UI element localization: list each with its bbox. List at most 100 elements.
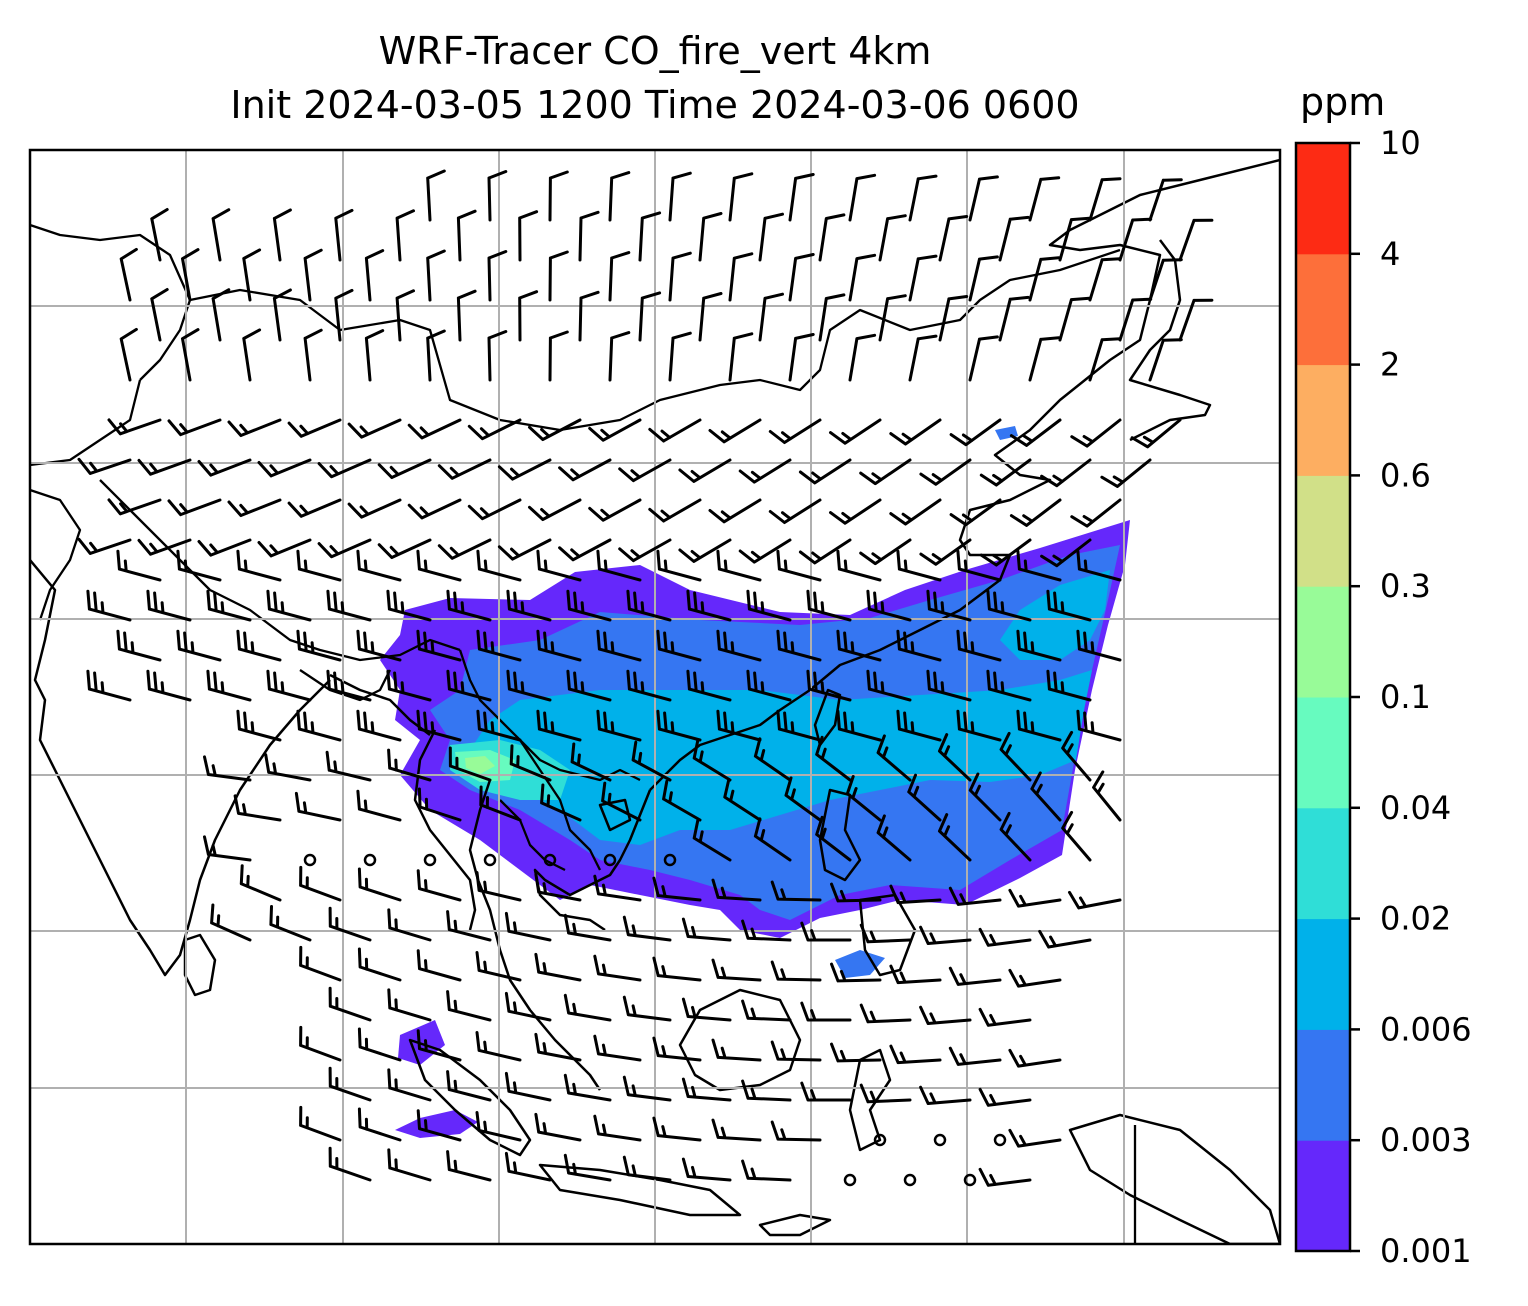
- wind-barb: [859, 458, 912, 486]
- wind-barb: [926, 669, 972, 702]
- wind-barb: [540, 783, 582, 822]
- wind-barb: [656, 549, 702, 582]
- wind-barb: [800, 1001, 852, 1022]
- wind-barb: [299, 865, 342, 902]
- wind-barb: [328, 906, 372, 942]
- wind-barb: [387, 988, 432, 1022]
- wind-barb: [938, 813, 972, 862]
- colorbar-tick-label: 10: [1380, 124, 1421, 162]
- wind-barb: [907, 773, 942, 822]
- wind-barb: [1068, 890, 1122, 910]
- wind-barb: [998, 215, 1030, 262]
- wind-barb: [176, 549, 222, 582]
- wind-barb: [716, 629, 762, 662]
- wind-barb: [948, 966, 1002, 986]
- wind-barb: [681, 1077, 732, 1102]
- wind-barb: [137, 458, 192, 476]
- wind-barb: [738, 538, 792, 564]
- wind-barb: [1076, 549, 1122, 582]
- wind-barb: [800, 1081, 852, 1102]
- wind-barb: [357, 1107, 402, 1142]
- colorbar-swatch: [1296, 697, 1350, 809]
- wind-barb: [356, 789, 402, 822]
- wind-barb: [416, 549, 462, 582]
- map-plot-area: [30, 150, 1280, 1244]
- wind-barb: [487, 170, 508, 222]
- island-luzon: [818, 788, 862, 882]
- wind-barb: [437, 538, 492, 560]
- border-laos-vietnam: [519, 739, 602, 871]
- wind-barb: [504, 991, 552, 1022]
- wind-barb: [548, 250, 569, 302]
- wind-barb: [416, 1029, 462, 1062]
- wind-barb: [716, 549, 762, 582]
- wind-barb: [146, 669, 192, 702]
- wind-barb: [1100, 458, 1152, 488]
- wind-barb: [356, 549, 402, 582]
- wind-barb: [656, 709, 702, 742]
- wind-barb: [708, 498, 762, 524]
- wind-barb: [622, 995, 672, 1022]
- wind-barb: [716, 709, 762, 742]
- wind-barb: [536, 549, 582, 582]
- wind-barb: [596, 709, 642, 742]
- wind-barb: [806, 669, 852, 702]
- wind-barb: [86, 669, 132, 702]
- wind-barb: [356, 629, 402, 662]
- wind-barb: [407, 498, 462, 520]
- colorbar-swatch: [1296, 807, 1350, 920]
- wind-barb: [859, 538, 912, 566]
- wind-barb: [416, 709, 462, 742]
- wind-barb: [211, 288, 231, 342]
- wind-barb: [978, 1167, 1032, 1187]
- wind-barb: [1088, 177, 1122, 222]
- wind-barb: [475, 871, 522, 902]
- wind-barb: [563, 1073, 612, 1102]
- wind-barb: [167, 418, 222, 437]
- wind-barb: [741, 1079, 792, 1102]
- wind-barb: [723, 778, 762, 822]
- wind-barb: [638, 291, 662, 342]
- plume-level-2b: [1000, 570, 1110, 660]
- wind-barb: [1092, 770, 1122, 822]
- wind-barb: [956, 549, 1002, 582]
- wind-barb: [668, 251, 692, 302]
- wind-barb: [596, 629, 642, 662]
- wind-barb: [889, 964, 942, 985]
- wind-barb: [608, 171, 631, 222]
- wind-barb: [681, 1157, 732, 1182]
- wind-barb: [386, 669, 432, 702]
- colorbar-tick-label: 0.003: [1380, 1121, 1472, 1159]
- island-java: [538, 1163, 742, 1217]
- island-sumatra: [408, 1038, 532, 1157]
- wind-barb: [150, 208, 169, 262]
- wind-barb: [1008, 968, 1062, 988]
- wind-barb: [979, 458, 1032, 487]
- wind-barb: [236, 709, 282, 742]
- wind-barb: [269, 905, 312, 942]
- wind-barb: [536, 709, 582, 742]
- wind-barb: [578, 290, 600, 342]
- wind-barb: [206, 589, 252, 622]
- wind-barb: [86, 589, 132, 622]
- wind-barb: [845, 775, 882, 822]
- wind-barb: [919, 1005, 972, 1025]
- wind-barb: [347, 418, 402, 439]
- wind-barb-calm: [423, 853, 437, 867]
- wind-barb: [618, 538, 672, 563]
- colorbar-tick-label: 0.006: [1380, 1010, 1472, 1048]
- wind-barb: [416, 1109, 462, 1142]
- wind-barb: [692, 818, 732, 862]
- wind-barb: [770, 960, 822, 982]
- wind-barb: [303, 328, 323, 382]
- wind-barb: [528, 418, 582, 441]
- wind-barb: [257, 538, 312, 558]
- wind-barb: [878, 294, 907, 342]
- wind-barb: [534, 952, 582, 982]
- colorbar: 0.001 0.003 0.006 0.02 0.04 0.1 0.3 0.6 2 4 10: [1294, 124, 1472, 1270]
- border-burma-china: [458, 649, 641, 782]
- wind-barb: [534, 1032, 582, 1062]
- wind-barb-calm: [543, 853, 557, 867]
- wind-barb-calm: [663, 853, 677, 867]
- wind-barb: [876, 734, 912, 782]
